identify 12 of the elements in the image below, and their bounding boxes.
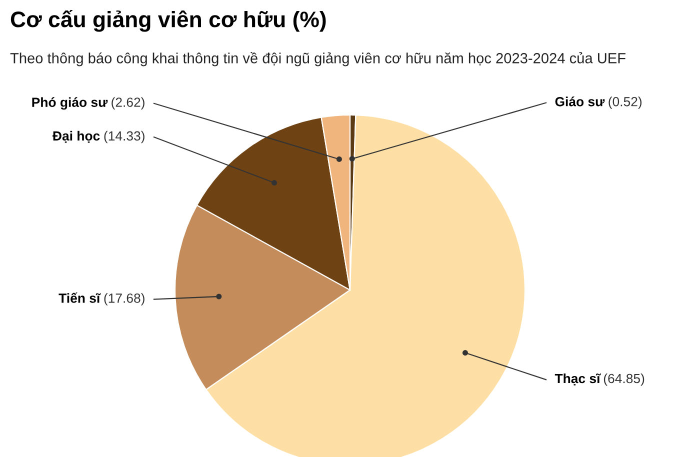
data-label: (0.52) bbox=[608, 96, 642, 109]
slice-label: Tiến sĩ bbox=[58, 292, 101, 303]
chart-title: Cơ cấu giảng viên cơ hữu (%) bbox=[10, 10, 326, 32]
slice-label: Đại học bbox=[52, 130, 100, 143]
data-label: (64.85) bbox=[604, 373, 644, 386]
data-label: (14.33) bbox=[104, 130, 144, 144]
chart-subtitle: Theo thông báo công khai thông tin về đội ngũ giảng viên cơ hữu năm học 2023-2024 của UEF bbox=[10, 52, 626, 66]
slice-label: Phó giáo sư bbox=[32, 97, 108, 110]
data-label: (2.62) bbox=[112, 97, 144, 110]
data-label: (17.68) bbox=[104, 293, 144, 306]
slice-label: Thạc sĩ bbox=[554, 373, 601, 386]
slice-label: Giáo sư bbox=[555, 96, 605, 106]
